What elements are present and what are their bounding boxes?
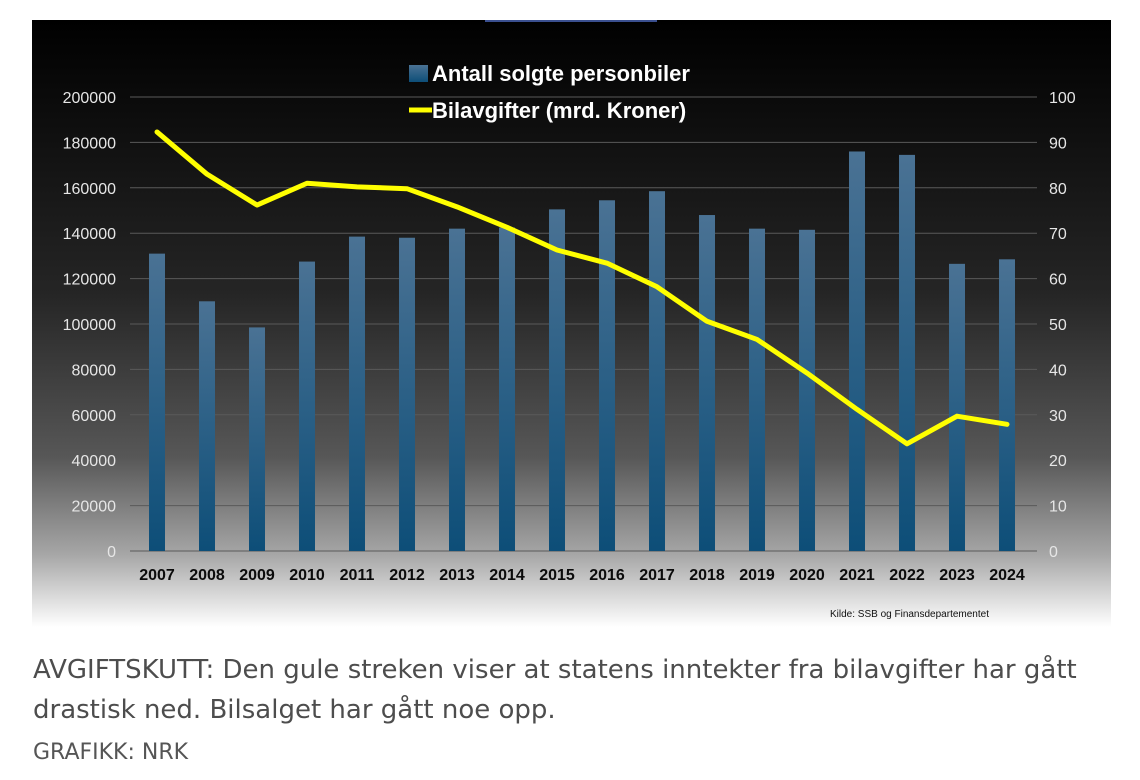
bar [249, 327, 265, 551]
x-tick-label: 2010 [289, 567, 325, 584]
chart-panel: 0 20000 40000 60000 80000 100000 120000 140000 1… [32, 20, 1111, 627]
series-line-bilavgifter [154, 129, 1010, 447]
top-accent-line [485, 20, 657, 22]
y-right-tick-label: 20 [1049, 453, 1067, 470]
bar [649, 191, 665, 551]
y-right-tick-label: 80 [1049, 181, 1067, 198]
x-tick-label: 2016 [589, 567, 625, 584]
y-right-tick-label: 90 [1049, 135, 1067, 152]
y-left-tick-label: 60000 [72, 408, 117, 425]
y-left-tick-label: 180000 [63, 135, 116, 152]
bar [299, 261, 315, 551]
y-left-tick-label: 120000 [63, 272, 116, 289]
grid-layer [130, 96, 1037, 552]
bar [399, 237, 415, 552]
x-tick-label: 2019 [739, 567, 775, 584]
bar [849, 151, 865, 552]
legend: Antall solgte personbiler Bilavgifter (m… [409, 61, 690, 123]
bar [699, 215, 715, 552]
x-tick-label: 2012 [389, 567, 425, 584]
x-tick-label: 2023 [939, 567, 975, 584]
y-left-tick-label: 160000 [63, 181, 116, 198]
bar [349, 236, 365, 552]
y-right-tick-label: 100 [1049, 90, 1076, 107]
bar [199, 301, 215, 551]
bar [899, 154, 915, 551]
y-left-tick-label: 40000 [72, 453, 117, 470]
x-tick-label: 2007 [139, 567, 175, 584]
bar [999, 259, 1015, 551]
source-note: Kilde: SSB og Finansdepartementet [830, 609, 989, 620]
bar [949, 263, 965, 551]
figure-credit: GRAFIKK: NRK [33, 740, 189, 765]
x-tick-label: 2020 [789, 567, 825, 584]
y-right-tick-label: 50 [1049, 317, 1067, 334]
legend-bar-label: Antall solgte personbiler [432, 61, 690, 86]
bar [599, 200, 615, 551]
y-left-tick-label: 80000 [72, 362, 117, 379]
y-left-tick-label: 200000 [63, 90, 116, 107]
y-right-tick-label: 60 [1049, 272, 1067, 289]
x-tick-label: 2018 [689, 567, 725, 584]
y-right-tick-label: 70 [1049, 226, 1067, 243]
x-tick-label: 2013 [439, 567, 475, 584]
y-right-tick-label: 0 [1049, 544, 1058, 561]
x-tick-label: 2024 [989, 567, 1025, 584]
axis-right: 0 10 20 30 40 50 60 70 80 90 100 [1049, 90, 1076, 561]
x-tick-label: 2009 [239, 567, 275, 584]
x-tick-label: 2015 [539, 567, 575, 584]
axis-left: 0 20000 40000 60000 80000 100000 120000 140000 1… [63, 90, 116, 561]
bar [449, 228, 465, 551]
bar [149, 253, 165, 551]
y-right-tick-label: 10 [1049, 499, 1067, 516]
y-left-tick-label: 140000 [63, 226, 116, 243]
axis-x: 2007 2008 2009 2010 2011 2012 2013 2014 2015 2016… [139, 567, 1025, 584]
y-right-tick-label: 30 [1049, 408, 1067, 425]
y-left-tick-label: 0 [107, 544, 116, 561]
bar [499, 227, 515, 551]
x-tick-label: 2017 [639, 567, 675, 584]
line-layer [154, 129, 1010, 447]
figure-caption: AVGIFTSKUTT: Den gule streken viser at s… [33, 655, 1077, 725]
bars-layer [149, 151, 1015, 552]
y-left-tick-label: 100000 [63, 317, 116, 334]
legend-bar-swatch [409, 65, 428, 82]
bar [749, 228, 765, 551]
legend-line-label: Bilavgifter (mrd. Kroner) [432, 98, 686, 123]
x-tick-label: 2011 [340, 567, 375, 584]
y-left-tick-label: 20000 [72, 499, 117, 516]
chart-svg: 0 20000 40000 60000 80000 100000 120000 140000 1… [32, 20, 1111, 627]
x-tick-label: 2021 [839, 567, 875, 584]
x-tick-label: 2008 [189, 567, 225, 584]
bar [549, 209, 565, 552]
x-tick-label: 2014 [489, 567, 525, 584]
x-tick-label: 2022 [889, 567, 925, 584]
y-right-tick-label: 40 [1049, 362, 1067, 379]
bar [799, 229, 815, 552]
